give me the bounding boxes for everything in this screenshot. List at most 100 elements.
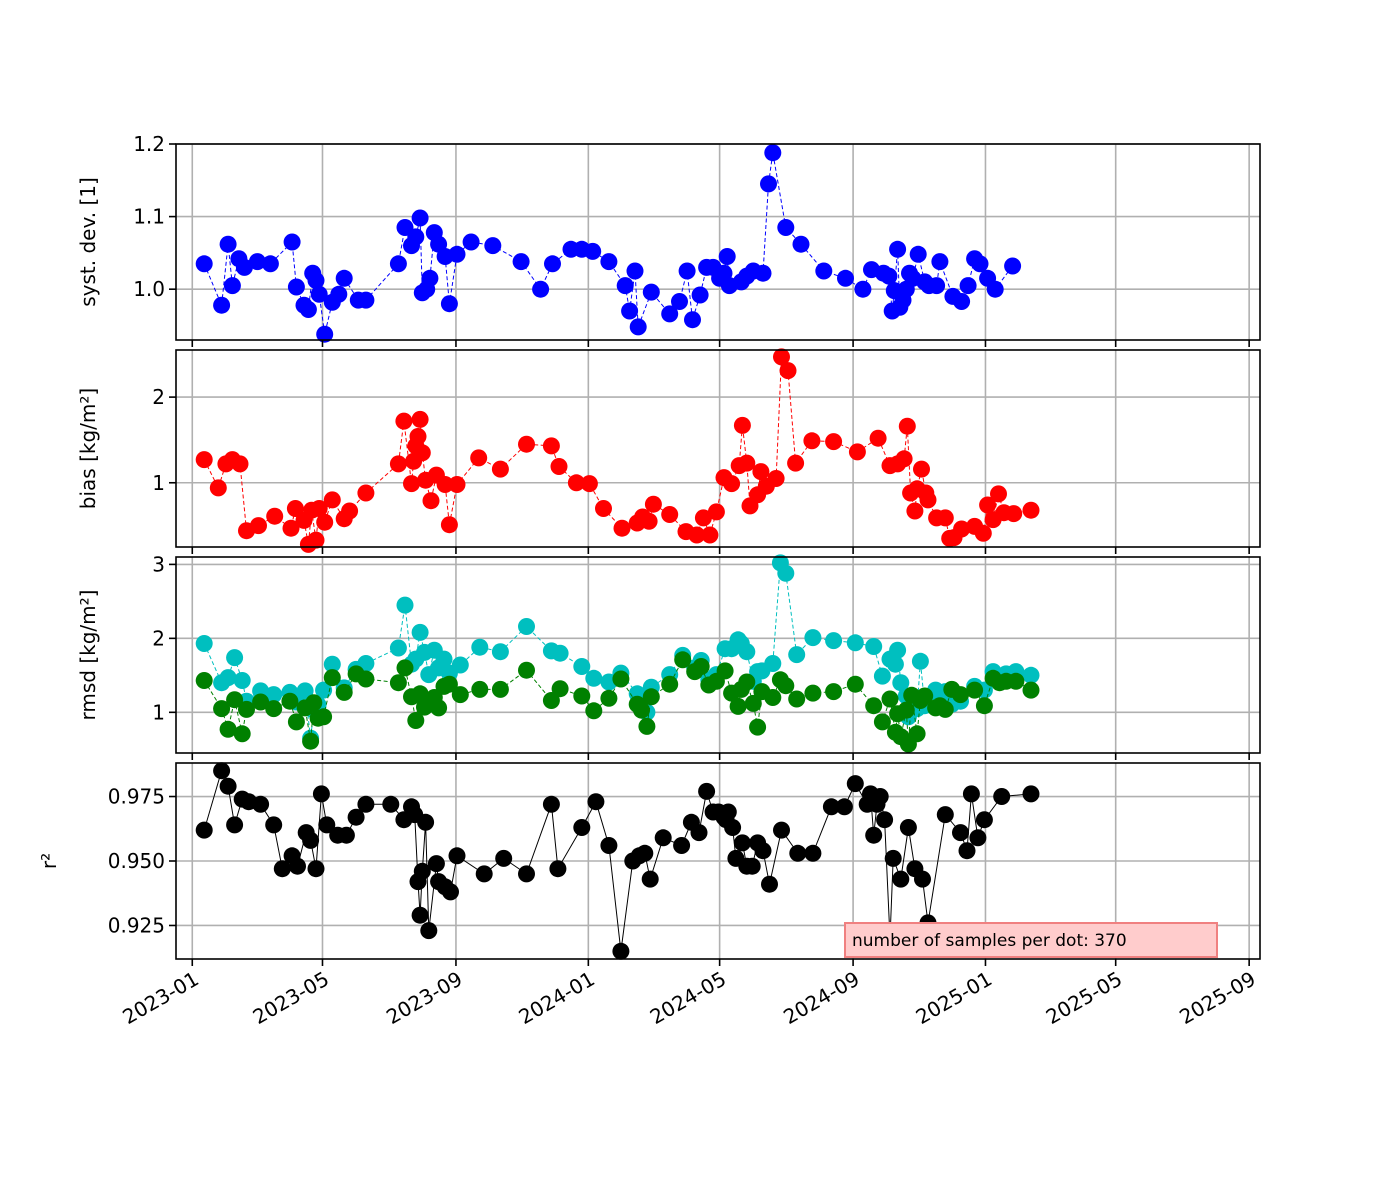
r2-point xyxy=(549,860,567,878)
syst-dev-point xyxy=(986,280,1004,298)
x-tick-label: 2025-09 xyxy=(1175,967,1259,1030)
y-tick-label: 0.975 xyxy=(108,785,165,809)
bias-point xyxy=(640,512,658,530)
rmsd-unbiased-point xyxy=(716,662,734,680)
bias-point xyxy=(550,458,568,475)
rmsd-total-point xyxy=(491,643,509,661)
syst-dev-point xyxy=(678,262,696,280)
rmsd-total-point xyxy=(551,644,569,662)
bias-point xyxy=(491,460,509,478)
bias-point xyxy=(286,500,304,517)
r2-point xyxy=(265,816,283,834)
r2-point xyxy=(871,788,889,805)
r2-point xyxy=(318,816,336,834)
bias-point xyxy=(906,502,924,520)
r2-point xyxy=(495,849,513,867)
rmsd-unbiased-point xyxy=(213,700,231,718)
y-tick-label: 0.950 xyxy=(108,849,165,873)
syst-dev-point xyxy=(235,258,253,276)
r2-point xyxy=(724,819,742,836)
rmsd-unbiased-point xyxy=(908,725,926,743)
rmsd-total-point xyxy=(226,649,244,667)
x-tick-label: 2023-09 xyxy=(382,967,466,1030)
rmsd-unbiased-point xyxy=(238,700,255,718)
bias-point xyxy=(661,506,679,523)
r2-point xyxy=(448,847,466,865)
y-axis-label: r² xyxy=(37,853,61,869)
syst-dev-point xyxy=(307,272,325,289)
bias-point xyxy=(195,451,213,469)
y-tick-label: 1.2 xyxy=(133,132,165,156)
rmsd-unbiased-point xyxy=(1007,672,1025,690)
syst-dev-point xyxy=(764,144,782,162)
r2-point xyxy=(892,870,910,888)
r2-point xyxy=(761,875,778,893)
rmsd-unbiased-point xyxy=(825,683,843,701)
r2-point xyxy=(962,785,980,803)
rmsd-unbiased-point xyxy=(551,680,569,698)
r2-point xyxy=(936,806,954,824)
rmsd-unbiased-point xyxy=(252,693,270,711)
bias-point xyxy=(310,500,328,517)
rmsd-unbiased-point xyxy=(777,677,795,695)
rmsd-unbiased-point xyxy=(749,718,767,736)
syst-dev-point xyxy=(754,264,772,282)
r2-point xyxy=(804,844,822,862)
syst-dev-point xyxy=(411,209,429,227)
y-tick-label: 3 xyxy=(152,552,165,576)
rmsd-unbiased-point xyxy=(674,651,692,669)
syst-dev-point xyxy=(532,280,550,298)
syst-dev-point xyxy=(642,283,660,301)
syst-dev-point xyxy=(389,255,407,273)
r2-point xyxy=(789,844,807,862)
r2-point xyxy=(876,811,894,829)
r2-point xyxy=(382,795,400,813)
rmsd-total-point xyxy=(788,646,806,664)
syst-dev-point xyxy=(544,255,561,273)
rmsd-total-point xyxy=(389,639,407,657)
syst-dev-point xyxy=(880,267,898,285)
r2-point xyxy=(899,819,917,836)
syst-dev-point xyxy=(854,280,872,298)
rmsd-unbiased-point xyxy=(846,675,864,693)
r2-point xyxy=(975,811,993,829)
syst-dev-point xyxy=(959,277,977,295)
r2-point xyxy=(213,762,231,780)
r2-point xyxy=(958,842,976,860)
rmsd-unbiased-point xyxy=(305,694,323,712)
r2-point xyxy=(754,842,772,860)
syst-dev-point xyxy=(661,305,679,323)
r2-point xyxy=(719,803,737,821)
r2-point xyxy=(743,857,761,875)
bias-point xyxy=(282,519,300,537)
y-tick-label: 1.1 xyxy=(133,205,165,229)
r2-point xyxy=(773,821,790,839)
bias-point xyxy=(773,348,790,366)
syst-dev-point xyxy=(462,233,480,251)
rmsd-unbiased-point xyxy=(638,717,656,735)
rmsd-unbiased-point xyxy=(865,697,883,715)
rmsd-unbiased-point xyxy=(287,713,305,731)
bias-point xyxy=(694,509,712,527)
bias-point xyxy=(341,502,359,520)
r2-point xyxy=(641,870,659,888)
r2-point xyxy=(518,865,535,883)
rmsd-total-point xyxy=(585,669,603,687)
syst-dev-point xyxy=(584,242,602,260)
rmsd-unbiased-point xyxy=(916,687,934,705)
rmsd-unbiased-point xyxy=(738,673,756,691)
bias-point xyxy=(779,362,797,380)
bias-point xyxy=(767,470,785,487)
rmsd-total-point xyxy=(411,623,429,641)
r2-point xyxy=(846,775,864,793)
bias-point xyxy=(518,435,535,453)
syst-dev-point xyxy=(357,291,375,309)
rmsd-total-point xyxy=(195,635,213,652)
y-axis-label: rmsd [kg/m²] xyxy=(76,590,100,721)
rmsd-total-point xyxy=(573,658,591,675)
rmsd-total-point xyxy=(873,667,891,685)
rmsd-unbiased-point xyxy=(1022,681,1040,699)
rmsd-unbiased-point xyxy=(440,675,458,693)
axes-frame xyxy=(175,556,1261,754)
rmsd-unbiased-point xyxy=(744,694,762,712)
